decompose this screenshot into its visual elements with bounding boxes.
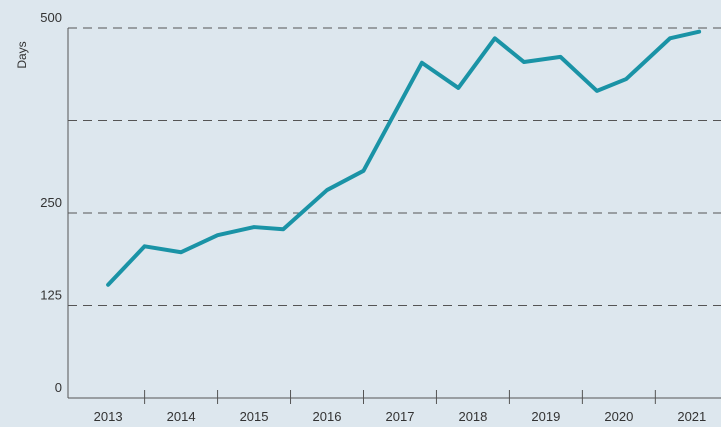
x-tick-label: 2017 — [386, 409, 415, 424]
y-tick-label: 500 — [40, 10, 62, 25]
y-tick-label: 0 — [55, 380, 62, 395]
x-tick-label: 2021 — [677, 409, 706, 424]
x-tick-label: 2019 — [531, 409, 560, 424]
x-tick-label: 2015 — [240, 409, 269, 424]
x-tick-label: 2018 — [458, 409, 487, 424]
data-line — [106, 29, 702, 287]
y-tick-label: 250 — [40, 195, 62, 210]
y-tick-label: 125 — [40, 288, 62, 303]
y-axis-label: Days — [15, 41, 29, 68]
x-tick-label: 2013 — [94, 409, 123, 424]
x-tick-label: 2016 — [313, 409, 342, 424]
x-tick-label: 2020 — [604, 409, 633, 424]
x-tick-label: 2014 — [167, 409, 196, 424]
